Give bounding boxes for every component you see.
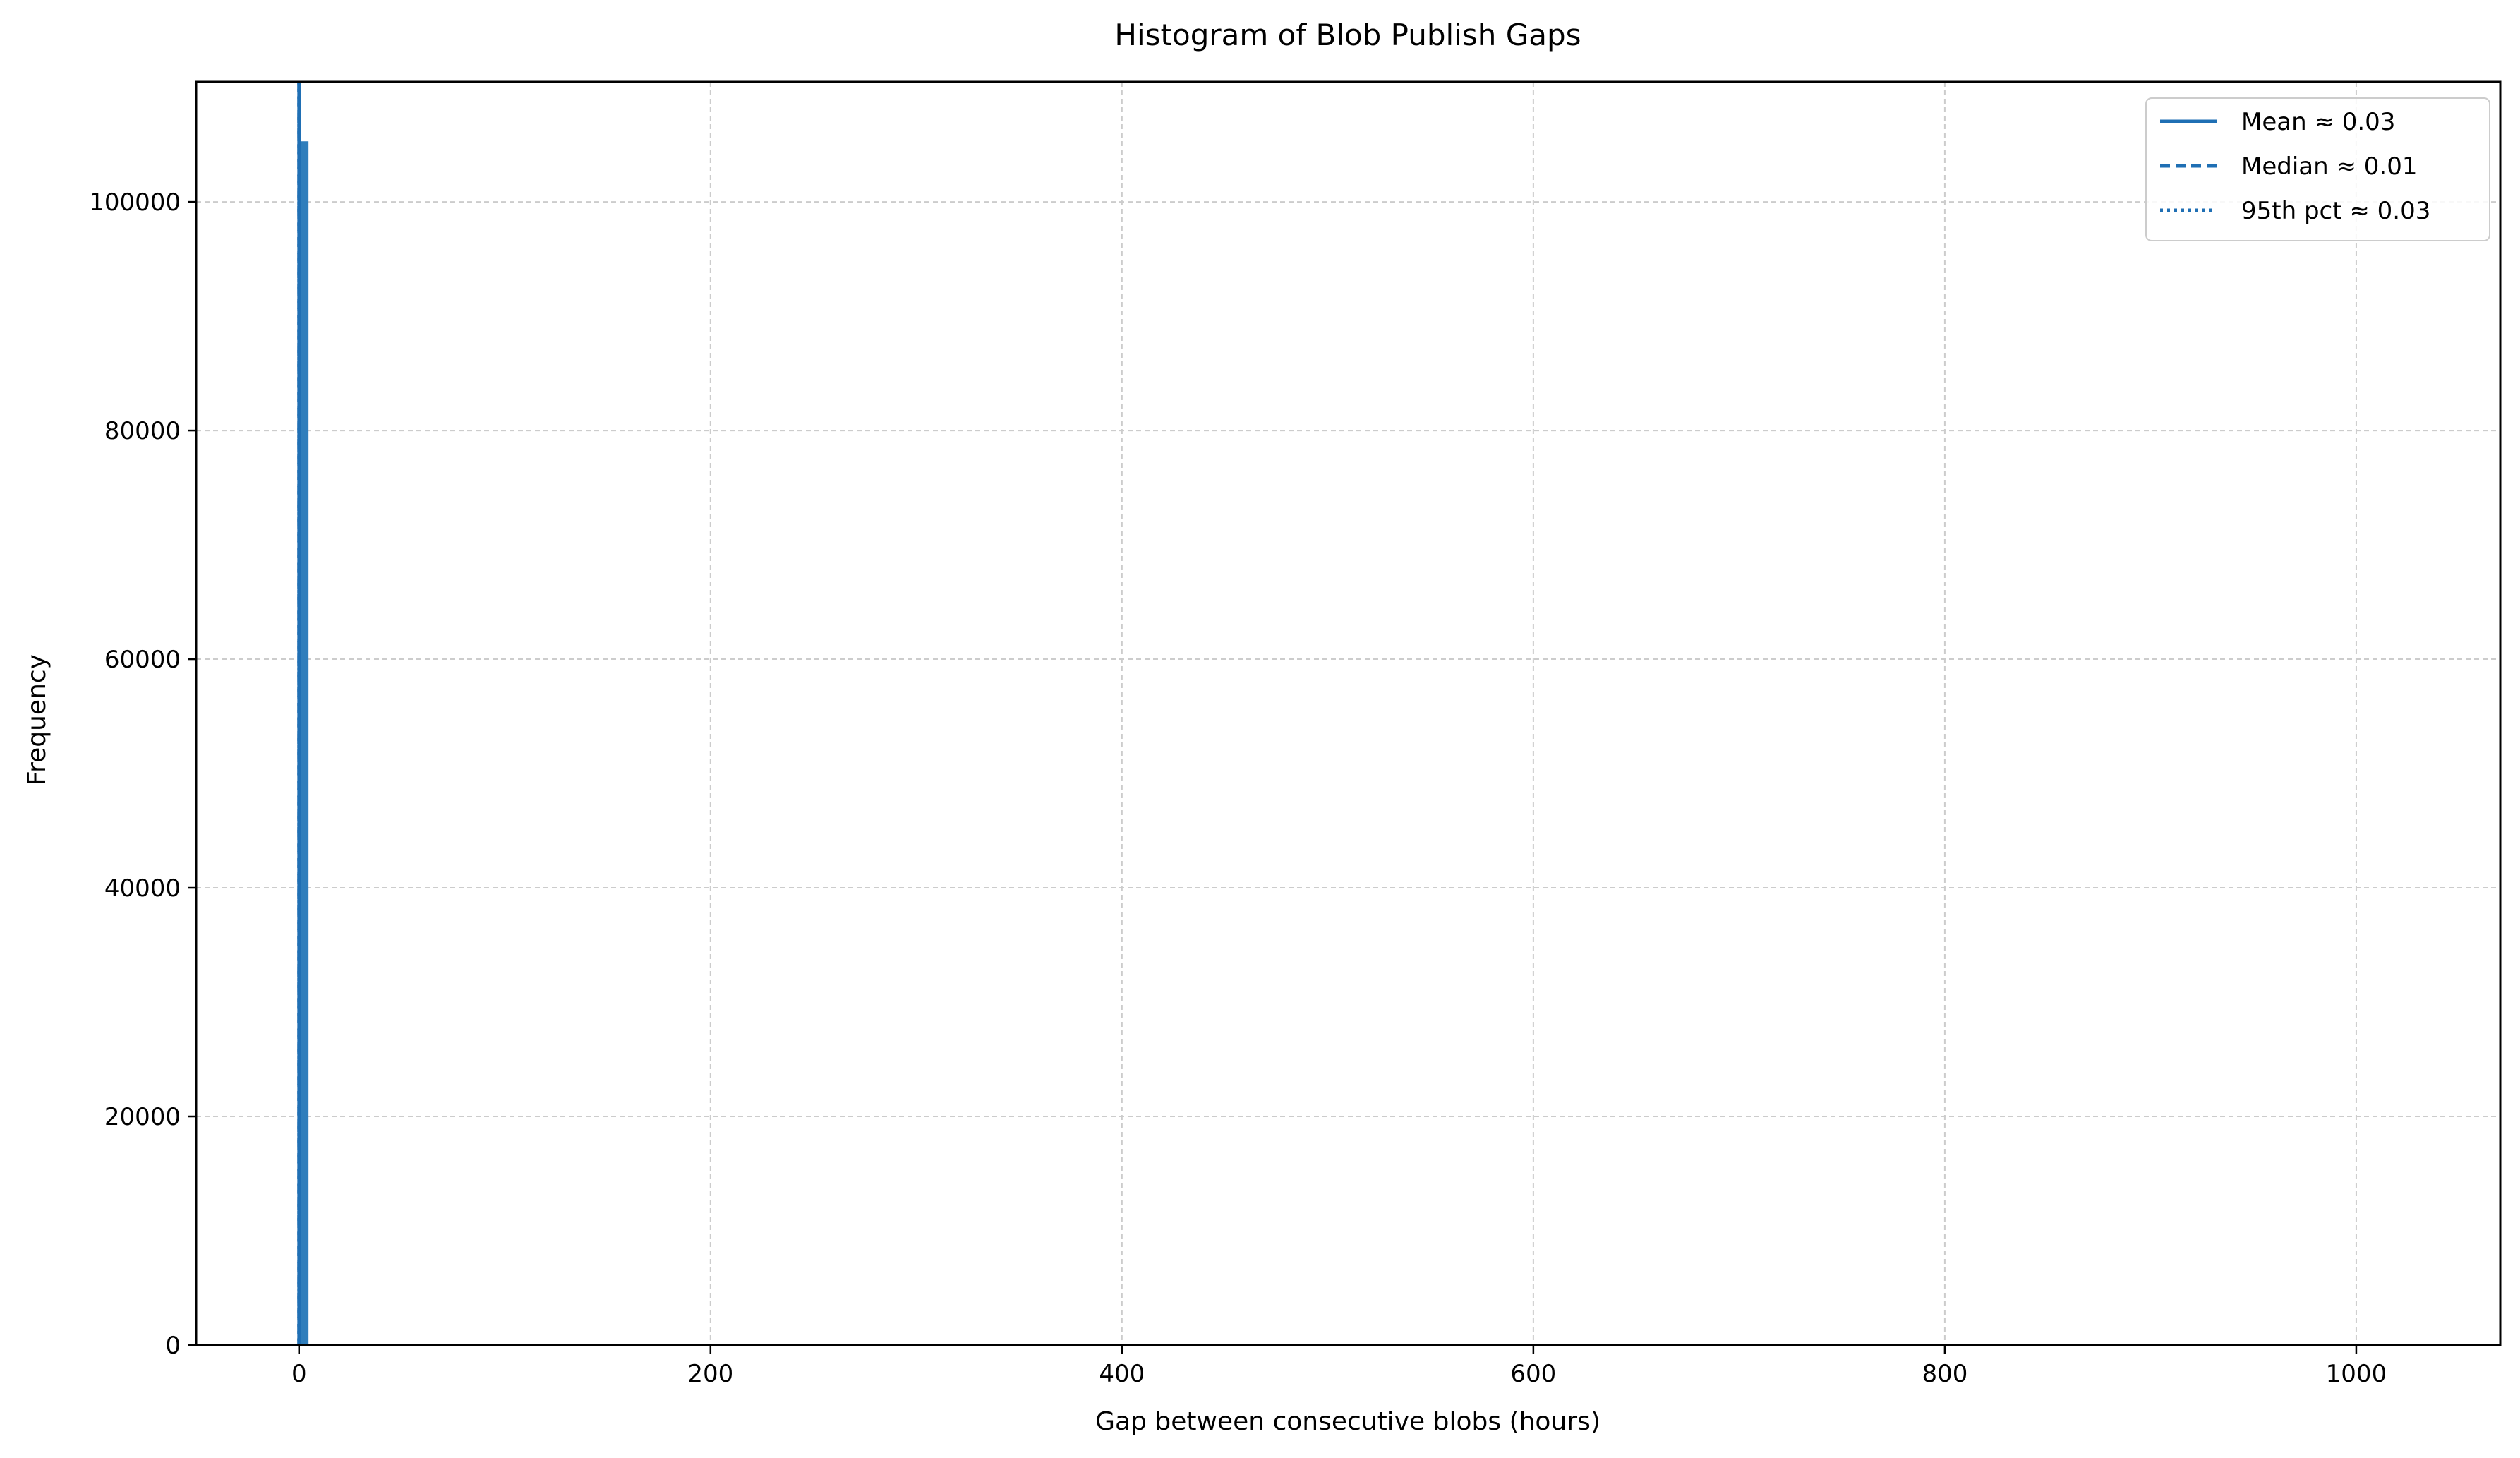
- x-tick-label: 200: [687, 1360, 733, 1388]
- x-tick-label: 400: [1099, 1360, 1145, 1388]
- x-tick-label: 1000: [2326, 1360, 2387, 1388]
- y-tick-label: 100000: [89, 188, 181, 217]
- legend: Mean ≈ 0.03 Median ≈ 0.01 95th pct ≈ 0.03: [2145, 97, 2490, 241]
- legend-box: [2145, 97, 2490, 241]
- plot-frame: [195, 80, 2502, 1346]
- x-axis-label: Gap between consecutive blobs (hours): [1095, 1407, 1600, 1436]
- y-tick-label: 80000: [104, 417, 181, 445]
- chart-title: Histogram of Blob Publish Gaps: [1114, 18, 1581, 52]
- legend-entry-label: Median ≈ 0.01: [2241, 152, 2417, 181]
- legend-entry-label: Mean ≈ 0.03: [2241, 108, 2395, 136]
- y-tick-label: 60000: [104, 646, 181, 674]
- y-tick-label: 40000: [104, 874, 181, 903]
- histogram-bars: [299, 141, 309, 1345]
- histogram-bar: [299, 141, 309, 1345]
- y-tick-label: 20000: [104, 1103, 181, 1131]
- x-tick-label: 600: [1510, 1360, 1556, 1388]
- x-axis: 0 200 400 600 800 1000: [291, 1345, 2387, 1388]
- y-axis-label: Frequency: [23, 654, 52, 785]
- legend-entry-label: 95th pct ≈ 0.03: [2241, 197, 2430, 225]
- y-tick-label: 0: [165, 1332, 181, 1360]
- y-axis: 0 20000 40000 60000 80000 100000: [89, 188, 196, 1360]
- x-tick-label: 0: [291, 1360, 307, 1388]
- x-tick-label: 800: [1922, 1360, 1967, 1388]
